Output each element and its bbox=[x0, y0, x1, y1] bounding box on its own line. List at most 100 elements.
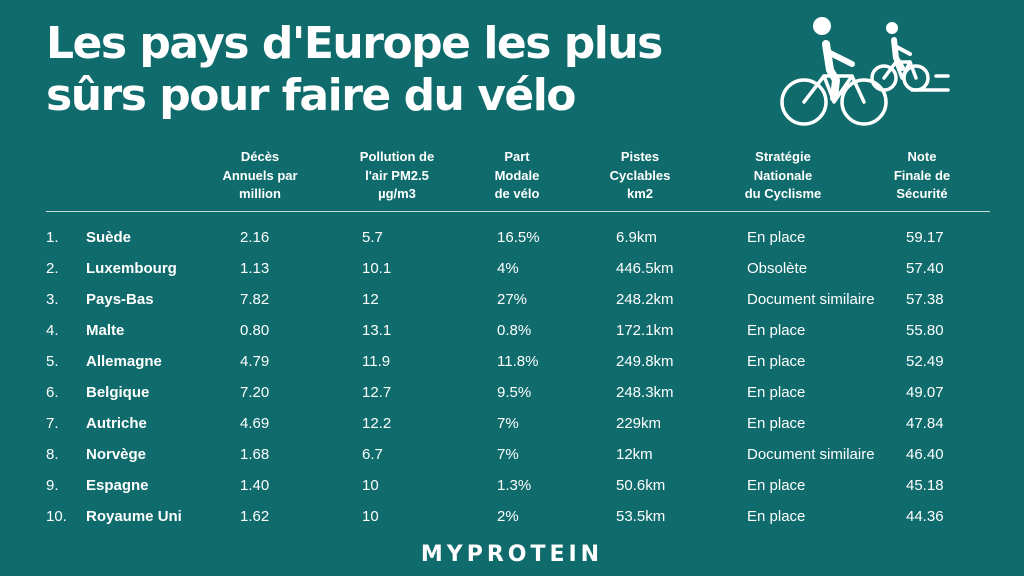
deaths-cell: 4.79 bbox=[240, 353, 270, 370]
score-cell: 49.07 bbox=[906, 384, 944, 401]
bike-lanes-cell: 248.3km bbox=[616, 384, 674, 401]
bike-lanes-cell: 249.8km bbox=[616, 353, 674, 370]
country-cell: Malte bbox=[86, 322, 125, 339]
strategy-cell: En place bbox=[747, 477, 806, 494]
table-row: 8. Norvège 1.68 6.7 7% 12km Document sim… bbox=[0, 439, 1024, 470]
table-row: 7. Autriche 4.69 12.2 7% 229km En place … bbox=[0, 408, 1024, 439]
column-header-modal-share: Part Modale de vélo bbox=[494, 149, 540, 201]
table-row: 5. Allemagne 4.79 11.9 11.8% 249.8km En … bbox=[0, 346, 1024, 377]
bike-lanes-cell: 229km bbox=[616, 415, 662, 432]
country-cell: Luxembourg bbox=[86, 260, 177, 277]
deaths-cell: 1.40 bbox=[240, 477, 270, 494]
table-row: 9. Espagne 1.40 10 1.3% 50.6km En place … bbox=[0, 470, 1024, 501]
bike-lanes-cell: 446.5km bbox=[616, 260, 674, 277]
deaths-cell: 7.20 bbox=[240, 384, 270, 401]
score-cell: 57.40 bbox=[906, 260, 944, 277]
modal-share-cell: 7% bbox=[497, 446, 519, 463]
rank-cell: 10. bbox=[46, 508, 67, 525]
deaths-cell: 1.68 bbox=[240, 446, 270, 463]
table-row: 3. Pays-Bas 7.82 12 27% 248.2km Document… bbox=[0, 284, 1024, 315]
bike-lanes-cell: 172.1km bbox=[616, 322, 674, 339]
country-cell: Royaume Uni bbox=[86, 508, 182, 525]
country-cell: Belgique bbox=[86, 384, 150, 401]
strategy-cell: Obsolète bbox=[747, 260, 808, 277]
strategy-cell: Document similaire bbox=[747, 291, 875, 308]
pm25-cell: 12.7 bbox=[362, 384, 392, 401]
bike-lanes-cell: 248.2km bbox=[616, 291, 674, 308]
table-row: 4. Malte 0.80 13.1 0.8% 172.1km En place… bbox=[0, 315, 1024, 346]
strategy-cell: En place bbox=[747, 353, 806, 370]
deaths-cell: 1.13 bbox=[240, 260, 270, 277]
modal-share-cell: 4% bbox=[497, 260, 519, 277]
pm25-cell: 11.9 bbox=[362, 353, 391, 370]
bike-lanes-cell: 53.5km bbox=[616, 508, 666, 525]
pm25-cell: 5.7 bbox=[362, 229, 383, 246]
table-row: 1. Suède 2.16 5.7 16.5% 6.9km En place 5… bbox=[0, 222, 1024, 253]
column-header-bike-lanes: Pistes Cyclables km2 bbox=[609, 149, 671, 201]
modal-share-cell: 27% bbox=[497, 291, 528, 308]
rank-cell: 4. bbox=[46, 322, 59, 339]
modal-share-cell: 0.8% bbox=[497, 322, 532, 339]
table-row: 2. Luxembourg 1.13 10.1 4% 446.5km Obsol… bbox=[0, 253, 1024, 284]
deaths-cell: 7.82 bbox=[240, 291, 270, 308]
pm25-cell: 6.7 bbox=[362, 446, 383, 463]
score-cell: 45.18 bbox=[906, 477, 944, 494]
pm25-cell: 10 bbox=[362, 508, 379, 525]
header-divider bbox=[46, 211, 990, 212]
pm25-cell: 10.1 bbox=[362, 260, 392, 277]
deaths-cell: 2.16 bbox=[240, 229, 270, 246]
table-row: 6. Belgique 7.20 12.7 9.5% 248.3km En pl… bbox=[0, 377, 1024, 408]
country-cell: Pays-Bas bbox=[86, 291, 154, 308]
column-header-deaths: Décès Annuels par million bbox=[222, 149, 298, 201]
score-cell: 55.80 bbox=[906, 322, 944, 339]
modal-share-cell: 11.8% bbox=[497, 353, 539, 370]
deaths-cell: 4.69 bbox=[240, 415, 270, 432]
deaths-cell: 0.80 bbox=[240, 322, 270, 339]
score-cell: 46.40 bbox=[906, 446, 944, 463]
modal-share-cell: 7% bbox=[497, 415, 519, 432]
modal-share-cell: 16.5% bbox=[497, 229, 540, 246]
strategy-cell: En place bbox=[747, 384, 806, 401]
page-title: Les pays d'Europe les plus sûrs pour fai… bbox=[46, 18, 663, 121]
score-cell: 57.38 bbox=[906, 291, 944, 308]
pm25-cell: 13.1 bbox=[362, 322, 392, 339]
strategy-cell: En place bbox=[747, 229, 806, 246]
score-cell: 44.36 bbox=[906, 508, 944, 525]
rank-cell: 8. bbox=[46, 446, 59, 463]
strategy-cell: En place bbox=[747, 508, 806, 525]
rank-cell: 1. bbox=[46, 229, 59, 246]
rank-cell: 9. bbox=[46, 477, 59, 494]
modal-share-cell: 9.5% bbox=[497, 384, 532, 401]
bike-lanes-cell: 50.6km bbox=[616, 477, 666, 494]
pm25-cell: 10 bbox=[362, 477, 379, 494]
country-cell: Allemagne bbox=[86, 353, 162, 370]
score-cell: 59.17 bbox=[906, 229, 944, 246]
bike-lanes-cell: 12km bbox=[616, 446, 653, 463]
rank-cell: 5. bbox=[46, 353, 59, 370]
country-cell: Autriche bbox=[86, 415, 147, 432]
bike-lanes-cell: 6.9km bbox=[616, 229, 657, 246]
rank-cell: 3. bbox=[46, 291, 59, 308]
rank-cell: 2. bbox=[46, 260, 59, 277]
rank-cell: 7. bbox=[46, 415, 59, 432]
table-row: 10. Royaume Uni 1.62 10 2% 53.5km En pla… bbox=[0, 501, 1024, 532]
rank-cell: 6. bbox=[46, 384, 59, 401]
score-cell: 52.49 bbox=[906, 353, 944, 370]
deaths-cell: 1.62 bbox=[240, 508, 270, 525]
strategy-cell: En place bbox=[747, 415, 806, 432]
country-cell: Norvège bbox=[86, 446, 147, 463]
score-cell: 47.84 bbox=[906, 415, 944, 432]
country-cell: Suède bbox=[86, 229, 132, 246]
pm25-cell: 12 bbox=[362, 291, 379, 308]
ranking-table: 1. Suède 2.16 5.7 16.5% 6.9km En place 5… bbox=[0, 222, 1024, 532]
column-header-strategy: Stratégie Nationale du Cyclisme bbox=[744, 149, 822, 201]
strategy-cell: Document similaire bbox=[747, 446, 875, 463]
column-header-score: Note Finale de Sécurité bbox=[893, 149, 951, 201]
brand-logo: MYPROTEIN bbox=[420, 542, 604, 567]
country-cell: Espagne bbox=[86, 477, 149, 494]
column-header-pm25: Pollution de l'air PM2.5 µg/m3 bbox=[359, 149, 435, 201]
modal-share-cell: 2% bbox=[497, 508, 519, 525]
modal-share-cell: 1.3% bbox=[497, 477, 532, 494]
pm25-cell: 12.2 bbox=[362, 415, 392, 432]
strategy-cell: En place bbox=[747, 322, 806, 339]
